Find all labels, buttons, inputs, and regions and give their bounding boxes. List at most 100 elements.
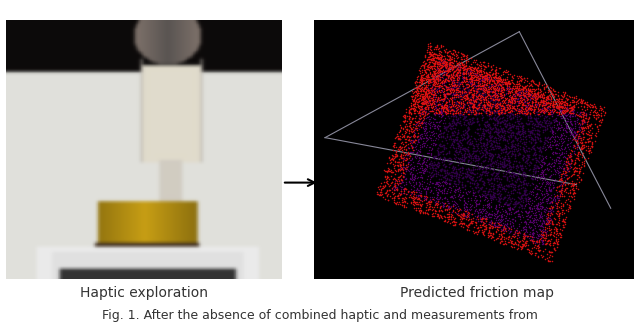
Point: [444, 60, 454, 66]
Point: [390, 151, 400, 157]
Point: [431, 147, 442, 152]
Point: [569, 190, 579, 195]
Point: [448, 85, 458, 90]
Point: [534, 147, 545, 152]
Point: [467, 170, 477, 175]
Point: [417, 154, 427, 159]
Point: [549, 241, 559, 246]
Point: [472, 116, 482, 121]
Point: [447, 79, 458, 84]
Point: [537, 235, 547, 240]
Point: [468, 106, 479, 111]
Point: [545, 120, 555, 125]
Point: [541, 228, 552, 233]
Point: [443, 108, 453, 113]
Point: [510, 88, 520, 93]
Point: [445, 136, 456, 142]
Point: [432, 59, 442, 64]
Point: [426, 203, 436, 208]
Point: [428, 78, 438, 84]
Point: [453, 186, 463, 191]
Point: [523, 154, 533, 160]
Point: [540, 235, 550, 241]
Point: [479, 83, 490, 88]
Point: [517, 97, 527, 103]
Point: [507, 149, 517, 154]
Point: [499, 146, 509, 151]
Point: [444, 110, 454, 116]
Point: [505, 127, 515, 132]
Point: [496, 229, 506, 234]
Point: [523, 100, 533, 105]
Point: [406, 157, 417, 162]
Point: [502, 211, 512, 216]
Point: [440, 164, 450, 170]
Point: [543, 89, 554, 94]
Point: [523, 94, 533, 99]
Point: [419, 107, 429, 113]
Point: [478, 164, 488, 170]
Point: [429, 72, 440, 77]
Point: [490, 142, 500, 147]
Point: [449, 215, 460, 221]
Point: [429, 78, 439, 83]
Point: [391, 201, 401, 206]
Point: [535, 124, 545, 129]
Point: [490, 107, 500, 113]
Point: [445, 156, 456, 162]
Point: [513, 96, 523, 102]
Point: [435, 167, 445, 173]
Point: [503, 153, 513, 159]
Point: [563, 166, 573, 171]
Point: [447, 199, 457, 204]
Point: [501, 146, 511, 151]
Point: [471, 91, 481, 96]
Point: [451, 182, 461, 187]
Point: [431, 185, 441, 191]
Point: [518, 125, 528, 131]
Point: [436, 50, 446, 55]
Point: [439, 168, 449, 173]
Point: [427, 162, 437, 168]
Point: [520, 84, 530, 89]
Point: [459, 158, 469, 163]
Point: [474, 165, 484, 170]
Point: [447, 114, 458, 119]
Point: [462, 101, 472, 106]
Point: [493, 182, 503, 188]
Point: [432, 63, 442, 68]
Point: [522, 191, 532, 197]
Point: [383, 166, 393, 171]
Point: [474, 106, 484, 112]
Point: [517, 101, 527, 106]
Point: [575, 121, 585, 126]
Point: [433, 75, 443, 81]
Point: [508, 104, 518, 109]
Point: [526, 136, 536, 141]
Point: [573, 124, 584, 130]
Point: [471, 91, 481, 96]
Point: [417, 86, 427, 91]
Point: [447, 101, 457, 106]
Point: [545, 103, 555, 108]
Point: [463, 157, 474, 163]
Point: [454, 103, 465, 108]
Point: [428, 191, 438, 196]
Point: [463, 125, 474, 131]
Point: [474, 89, 484, 94]
Point: [472, 106, 482, 111]
Point: [433, 75, 443, 80]
Point: [506, 99, 516, 104]
Point: [529, 102, 540, 108]
Point: [519, 90, 529, 95]
Point: [437, 197, 447, 202]
Point: [566, 165, 576, 170]
Point: [458, 204, 468, 209]
Point: [428, 174, 438, 179]
Point: [442, 203, 452, 208]
Point: [561, 128, 571, 134]
Point: [495, 89, 505, 94]
Point: [563, 141, 573, 147]
Point: [508, 187, 518, 193]
Point: [433, 105, 444, 110]
